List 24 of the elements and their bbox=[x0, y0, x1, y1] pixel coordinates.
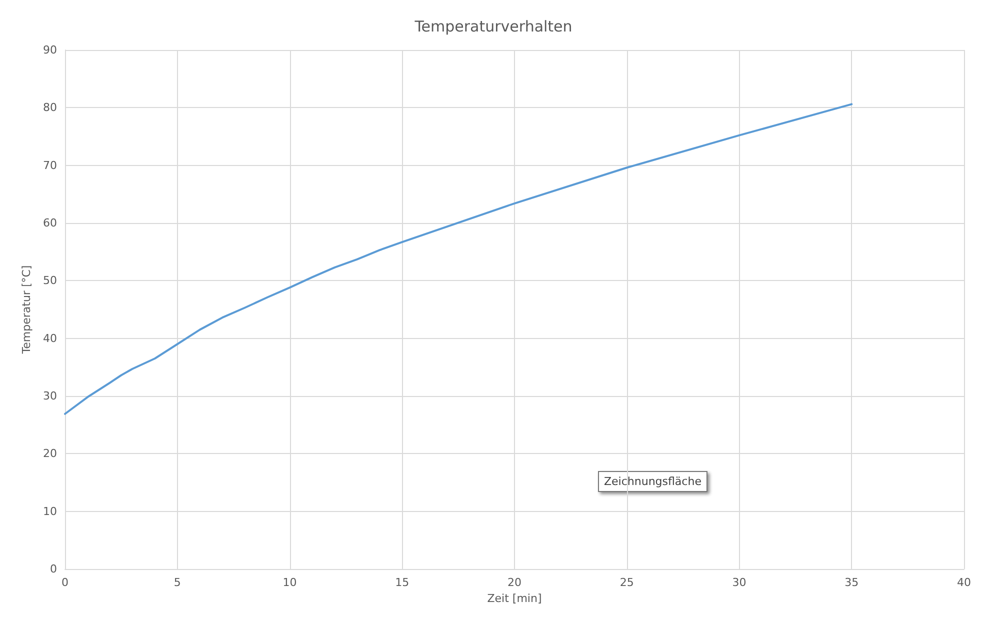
y-tick-label: 60 bbox=[43, 216, 57, 230]
x-tick-label: 40 bbox=[957, 576, 971, 589]
x-tick-label: 30 bbox=[732, 576, 746, 589]
x-tick-label: 35 bbox=[844, 576, 859, 589]
annotation: Zeichnungsfläche bbox=[604, 475, 702, 488]
y-tick-label: 70 bbox=[43, 158, 57, 172]
y-tick-label: 50 bbox=[43, 274, 57, 288]
y-axis-title: Temperatur [°C] bbox=[20, 265, 34, 355]
x-tick-label: 0 bbox=[62, 576, 68, 589]
y-tick-label: 10 bbox=[43, 504, 57, 518]
x-tick-label: 10 bbox=[282, 576, 297, 589]
x-tick-label: 15 bbox=[395, 576, 410, 589]
y-tick-label: 40 bbox=[43, 332, 57, 345]
y-tick-label: 30 bbox=[43, 390, 57, 402]
line-series bbox=[64, 103, 853, 415]
x-tick-label: 20 bbox=[508, 576, 522, 589]
chart-title: Temperaturverhalten bbox=[414, 18, 572, 36]
x-tick-label: 5 bbox=[174, 576, 181, 589]
y-tick-label: 90 bbox=[43, 44, 57, 56]
y-tick-label: 20 bbox=[43, 447, 57, 460]
x-tick-label: 25 bbox=[620, 576, 634, 589]
y-tick-label: 80 bbox=[43, 101, 57, 114]
x-axis-title: Zeit [min] bbox=[487, 592, 542, 605]
y-tick-label: 0 bbox=[50, 562, 57, 576]
